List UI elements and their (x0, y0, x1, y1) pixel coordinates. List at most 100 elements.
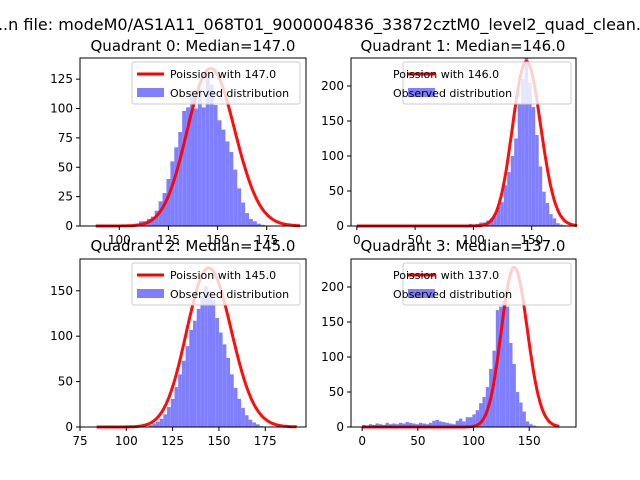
histogram-bar (428, 422, 433, 427)
histogram-bar (150, 216, 155, 226)
histogram-bar (521, 79, 525, 226)
histogram-bar (522, 411, 526, 427)
legend-histogram-swatch (137, 88, 164, 97)
histogram-bar (244, 415, 249, 427)
histogram-bar (225, 141, 230, 226)
x-tick-label: 150 (520, 233, 543, 247)
x-tick-label: 100 (462, 233, 485, 247)
histogram-bar (200, 296, 205, 427)
histogram-bar (152, 423, 156, 427)
legend-box (402, 61, 572, 105)
histogram-bar (170, 398, 175, 427)
histogram-bar (201, 107, 206, 226)
x-tick-label: 100 (115, 434, 138, 448)
histogram-bar (237, 398, 242, 427)
histogram-bar (163, 414, 168, 427)
x-tick-label: 100 (462, 434, 485, 448)
histogram-bar (159, 418, 164, 427)
y-tick-label: 100 (321, 350, 344, 364)
histogram-bar (525, 421, 530, 427)
histogram-bar (256, 223, 261, 226)
histogram-bar (222, 344, 227, 427)
y-tick-label: 50 (58, 160, 73, 174)
x-tick-label: 75 (72, 434, 87, 448)
subplot-quadrant-3: 0 50 100 150 0 50 100 150 200 Quadrant 3: Median=… (321, 237, 577, 448)
y-tick-label: 100 (50, 102, 73, 116)
histogram-bar (493, 216, 497, 226)
y-tick-label: 0 (65, 420, 73, 434)
histogram-bar (475, 410, 480, 427)
histogram-bar (178, 374, 182, 427)
x-tick-label: 100 (108, 233, 131, 247)
histogram-bar (186, 107, 191, 226)
y-tick-label: 100 (50, 329, 73, 343)
histogram-bar (207, 290, 212, 427)
figure-suptitle: ...n file: modeM0/AS1A11_068T01_90000048… (0, 15, 640, 35)
legend-histogram-swatch (137, 289, 164, 298)
y-tick-label: 50 (329, 385, 344, 399)
histogram-bar (445, 422, 450, 427)
histogram-bar (185, 346, 190, 427)
histogram-bar (385, 422, 389, 427)
histogram-bar (418, 422, 423, 427)
histogram-bar (178, 132, 183, 226)
x-tick-label: 0 (358, 434, 366, 448)
histogram-bar (442, 422, 446, 427)
histogram-bar (517, 103, 522, 226)
histogram-bar (170, 161, 175, 226)
y-tick-label: 150 (321, 315, 344, 329)
histogram-bar (482, 396, 486, 427)
y-tick-label: 200 (321, 79, 344, 93)
axes-frame (350, 57, 577, 227)
subplot-title: Quadrant 1: Median=146.0 (361, 37, 566, 55)
y-tick-label: 100 (321, 149, 344, 163)
histogram-bar (233, 387, 238, 427)
histogram-bar (412, 423, 416, 427)
axes-frame (350, 258, 577, 428)
y-tick-label: 200 (321, 280, 344, 294)
histogram-bar (542, 191, 546, 226)
histogram-bar (509, 343, 513, 427)
histogram-bar (455, 420, 460, 427)
legend-box (402, 262, 572, 306)
subplot-title: Quadrant 0: Median=147.0 (91, 37, 296, 55)
histogram-bar (241, 407, 245, 427)
y-tick-label: 0 (65, 219, 73, 233)
histogram-bar (249, 218, 253, 226)
histogram-bar (375, 423, 379, 427)
histogram-bar (245, 213, 250, 226)
histogram-bar (205, 73, 210, 226)
legend-box (131, 262, 301, 306)
axes-frame (79, 258, 307, 428)
legend-poisson-label: Poission with 147.0 (170, 68, 276, 81)
histogram-bar (402, 423, 406, 427)
histogram-bar (193, 320, 197, 427)
x-tick-label: 150 (206, 233, 229, 247)
histogram-bar (182, 110, 187, 226)
legend-histogram-label: Observed distribution (393, 87, 512, 100)
histogram-bar (213, 104, 218, 226)
histogram-bar (514, 138, 518, 226)
x-tick-label: 50 (407, 233, 422, 247)
histogram-bar (252, 221, 257, 226)
legend-histogram-label: Observed distribution (170, 87, 289, 100)
histogram-bar (507, 172, 511, 226)
histogram-bar (505, 306, 510, 427)
histogram-bar (174, 147, 179, 226)
histogram-bar (217, 120, 222, 226)
legend-histogram-label: Observed distribution (393, 288, 512, 301)
histogram-bar (502, 301, 506, 427)
y-tick-label: 150 (321, 114, 344, 128)
histogram-bar (229, 151, 234, 226)
x-tick-label: 175 (255, 233, 278, 247)
histogram-bar (193, 108, 198, 226)
histogram-bar (449, 423, 453, 427)
histogram-bar (465, 417, 470, 427)
legend-poisson-label: Poission with 146.0 (393, 68, 499, 81)
histogram-bar (499, 306, 503, 427)
axes-frame (79, 57, 307, 227)
legend-box (131, 61, 301, 105)
histogram-bar (528, 82, 532, 226)
histogram-bar (167, 407, 171, 427)
histogram-bar (405, 422, 409, 427)
